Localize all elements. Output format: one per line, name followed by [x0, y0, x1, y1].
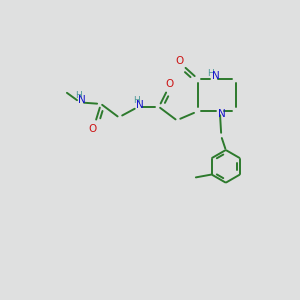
Text: N: N — [218, 109, 226, 119]
Text: O: O — [175, 56, 183, 66]
Text: N: N — [212, 71, 219, 81]
Text: O: O — [88, 124, 96, 134]
Text: O: O — [165, 79, 173, 89]
Text: H: H — [75, 92, 82, 100]
Text: N: N — [78, 95, 86, 105]
Text: N: N — [136, 100, 144, 110]
Text: H: H — [207, 69, 213, 78]
Text: H: H — [133, 97, 140, 106]
